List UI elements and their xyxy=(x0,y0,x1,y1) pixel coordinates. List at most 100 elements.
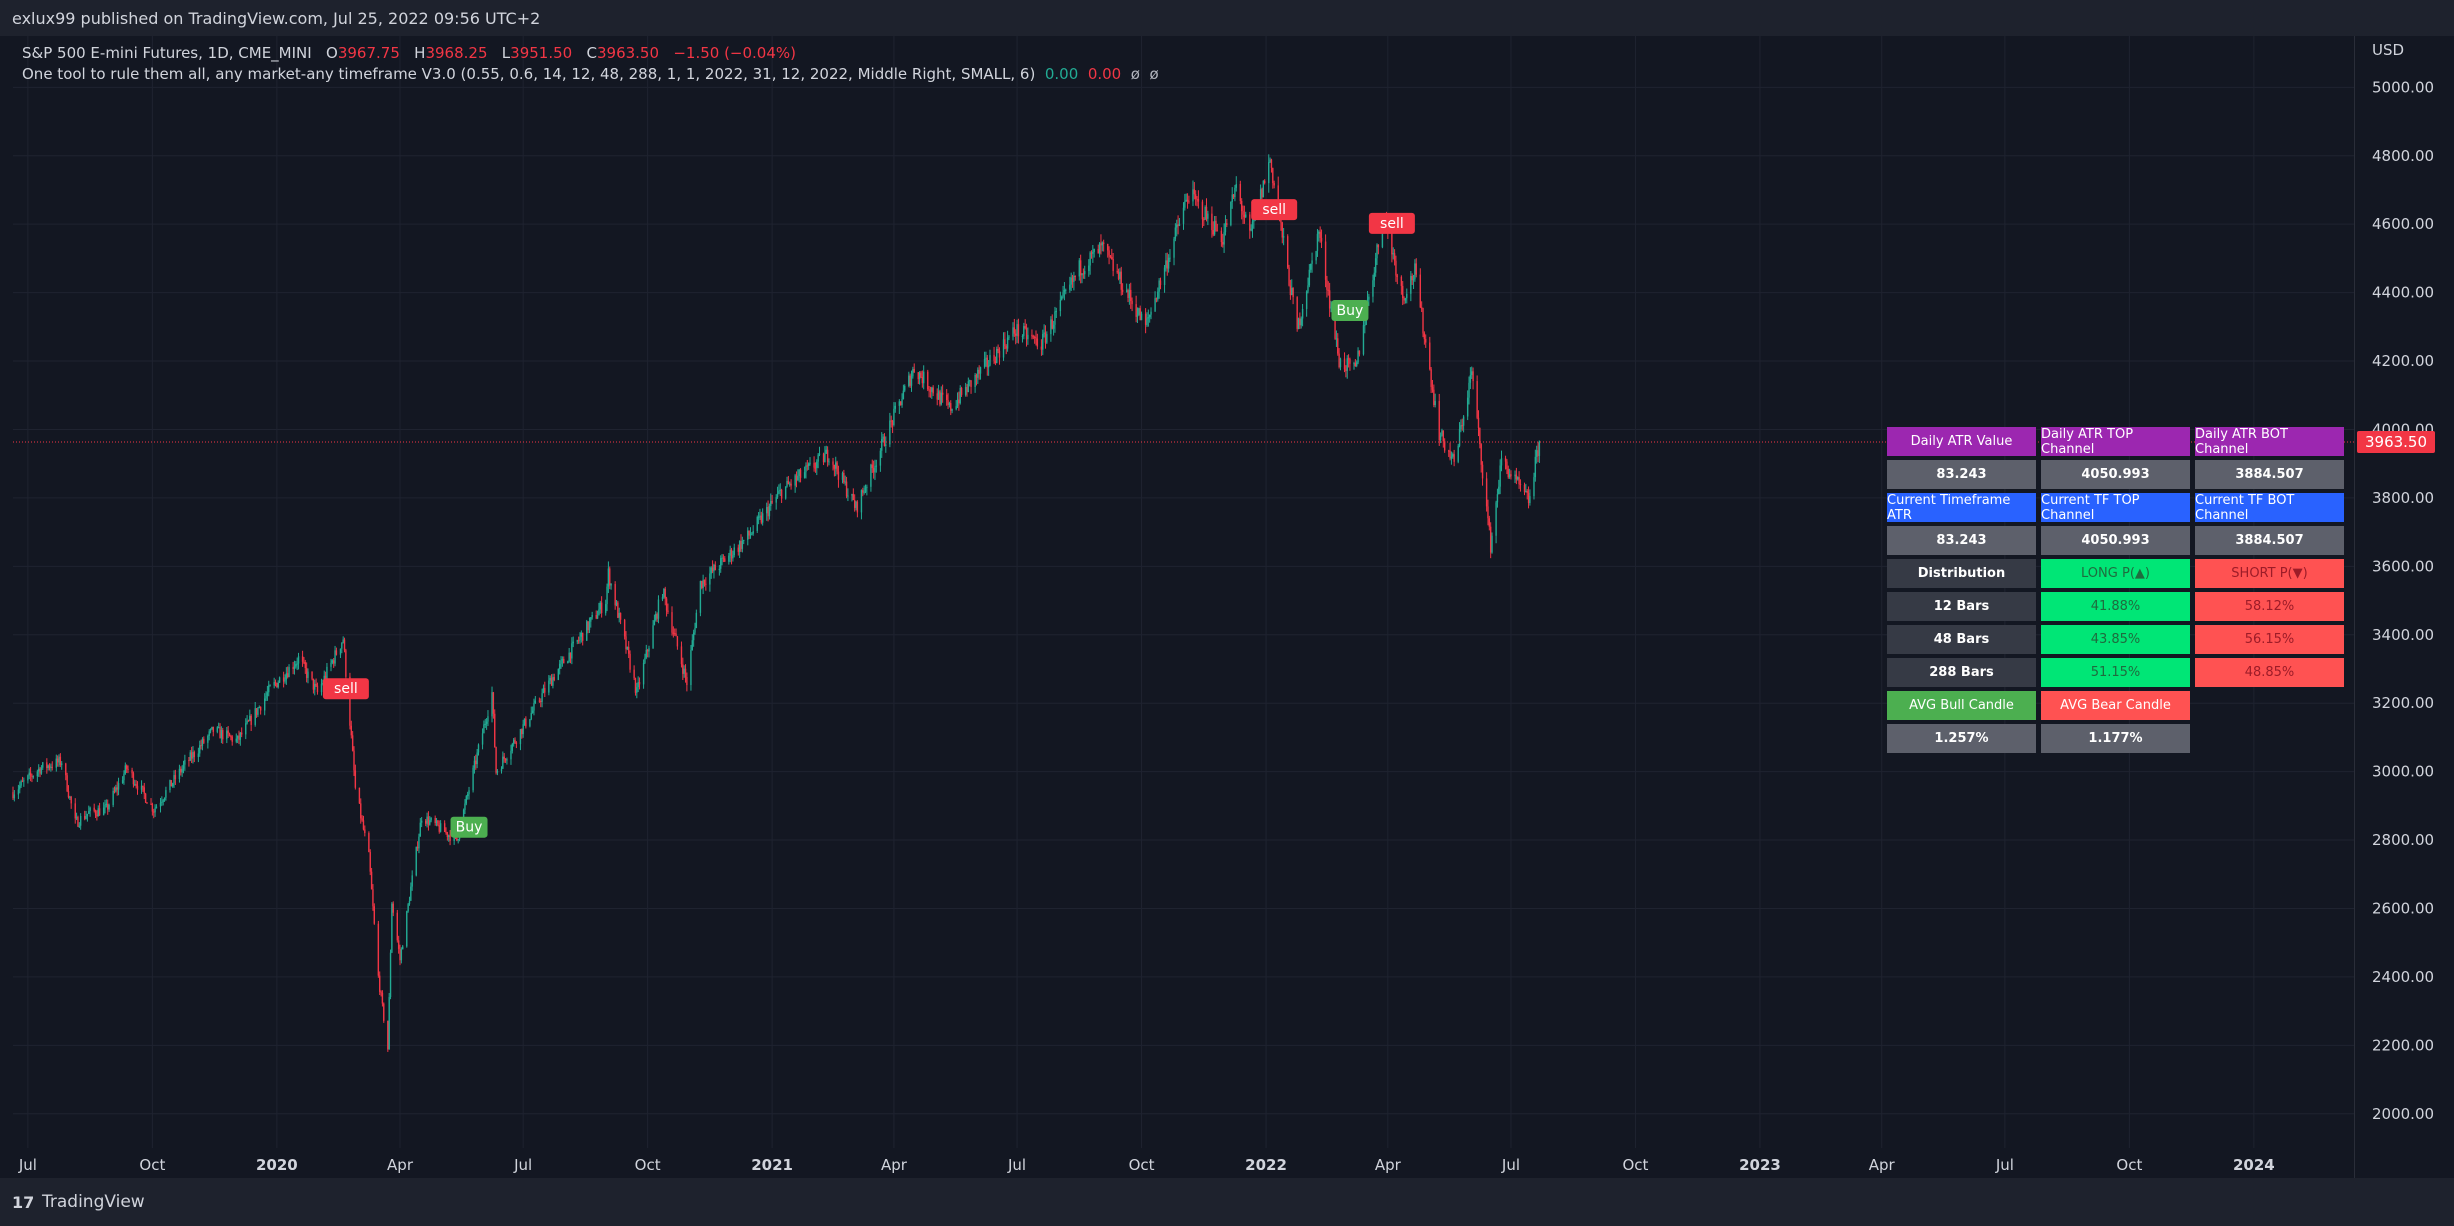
candle-body xyxy=(333,660,335,664)
candle-body xyxy=(330,662,332,667)
candle-body xyxy=(1186,199,1189,202)
candle-body xyxy=(1144,313,1147,325)
symbol-title[interactable]: S&P 500 E-mini Futures, 1D, CME_MINI xyxy=(22,44,312,62)
candle-body xyxy=(84,816,86,819)
candle-body xyxy=(265,695,267,699)
candle-body xyxy=(504,758,507,761)
candle-body xyxy=(530,712,532,720)
candle-body xyxy=(408,900,411,905)
candle-body xyxy=(787,480,790,485)
atr-table-cell: AVG Bull Candle xyxy=(1887,691,2036,720)
sell-signal-badge xyxy=(1251,199,1298,221)
candle-body xyxy=(222,730,224,740)
candle-body xyxy=(604,604,607,614)
candle-body xyxy=(456,835,458,841)
price-chart[interactable]: 2000.00 2200.00 2400.00 2600.00 2800.00 3000.… xyxy=(0,0,2454,1178)
candle-body xyxy=(522,724,524,735)
candle-body xyxy=(180,768,182,773)
atr-table-cell: 48.85% xyxy=(2195,658,2344,687)
candle-body xyxy=(918,372,921,380)
candle-body xyxy=(826,449,829,462)
candle-body xyxy=(236,735,239,739)
candle-body xyxy=(230,736,232,738)
candle-body xyxy=(1326,279,1328,290)
candle-body xyxy=(1078,260,1081,277)
candle-body xyxy=(342,639,344,643)
candle-body xyxy=(373,906,375,924)
candle-body xyxy=(311,671,313,679)
candle-body xyxy=(741,540,744,549)
candle-body xyxy=(576,640,578,642)
candle-body xyxy=(40,767,43,774)
candle-body xyxy=(844,481,846,483)
x-tick-label: Apr xyxy=(1375,1156,1402,1174)
candle-body xyxy=(238,735,240,740)
candle-body xyxy=(322,682,324,684)
candle-body xyxy=(1487,506,1489,519)
candle-body xyxy=(443,823,446,833)
candle-body xyxy=(835,462,837,469)
high-label: H xyxy=(414,44,426,62)
candle-body xyxy=(709,573,711,585)
candle-body xyxy=(1338,353,1340,368)
candle-body xyxy=(1434,401,1436,406)
candle-body xyxy=(1431,387,1434,390)
candle-body xyxy=(134,784,136,786)
symbol-legend[interactable]: S&P 500 E-mini Futures, 1D, CME_MINI O39… xyxy=(22,44,796,62)
candle-body xyxy=(1343,358,1346,370)
candle-body xyxy=(143,787,145,794)
candle-body xyxy=(921,377,924,384)
candle-body xyxy=(184,760,186,765)
candle-body xyxy=(296,663,298,665)
buy-signal-badge xyxy=(450,816,488,838)
candle-body xyxy=(960,387,963,395)
candle-body xyxy=(682,664,684,674)
candle-body xyxy=(506,759,508,761)
candle-body xyxy=(1538,440,1541,456)
candle-body xyxy=(1004,339,1006,347)
candle-body xyxy=(901,399,903,406)
candle-body xyxy=(93,807,95,811)
candle-body xyxy=(1063,289,1066,293)
candle-body xyxy=(257,707,259,715)
candle-body xyxy=(514,739,516,743)
candle-body xyxy=(1433,389,1435,406)
candle-body xyxy=(683,668,685,674)
candle-body xyxy=(1192,189,1194,202)
candle-body xyxy=(354,770,357,788)
candle-body xyxy=(476,752,478,765)
candle-body xyxy=(893,408,895,425)
x-tick-label: Oct xyxy=(635,1156,661,1174)
candle-body xyxy=(217,727,220,729)
candle-body xyxy=(292,667,294,670)
candle-body xyxy=(250,715,252,725)
candle-body xyxy=(487,716,489,722)
candle-body xyxy=(473,760,476,768)
candle-body xyxy=(219,727,221,739)
candle-body xyxy=(1517,477,1519,480)
candle-body xyxy=(370,871,373,890)
indicator-legend[interactable]: One tool to rule them all, any market-an… xyxy=(22,65,1159,83)
atr-table-cell: Daily ATR Value xyxy=(1887,427,2036,456)
candle-body xyxy=(269,685,271,687)
indicator-title[interactable]: One tool to rule them all, any market-an… xyxy=(22,65,1036,83)
candle-body xyxy=(1093,248,1095,252)
candle-body xyxy=(770,501,772,507)
candle-body xyxy=(102,807,105,816)
candle-body xyxy=(939,391,941,405)
candle-body xyxy=(502,756,504,769)
candle-body xyxy=(740,541,742,549)
candle-body xyxy=(538,700,541,702)
candle-body xyxy=(468,790,470,795)
candle-body xyxy=(1527,492,1530,504)
candle-body xyxy=(1480,444,1482,465)
candle-body xyxy=(170,780,173,787)
candle-body xyxy=(817,454,819,462)
candle-body xyxy=(419,822,422,837)
atr-table-cell: Daily ATR TOP Channel xyxy=(2041,427,2190,457)
candle-body xyxy=(1396,275,1399,277)
candle-body xyxy=(55,758,58,768)
atr-table-cell: AVG Bear Candle xyxy=(2041,691,2190,720)
indicator-value-3: ø xyxy=(1130,65,1140,83)
candle-body xyxy=(268,685,270,693)
